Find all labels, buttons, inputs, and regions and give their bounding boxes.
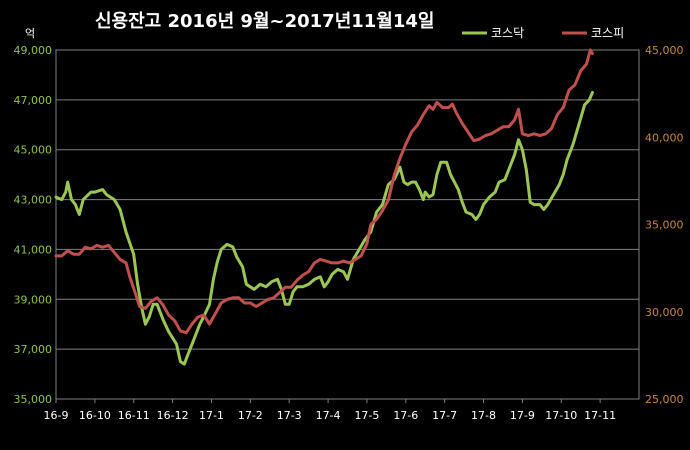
legend-label-kospi: 코스피 bbox=[591, 26, 624, 40]
left-tick-label: 49,000 bbox=[14, 44, 53, 57]
x-tick-label: 17-1 bbox=[199, 409, 224, 422]
x-tick-label: 16-12 bbox=[157, 409, 189, 422]
left-tick-label: 37,000 bbox=[14, 343, 53, 356]
x-tick-label: 17-4 bbox=[316, 409, 341, 422]
x-tick-label: 16-10 bbox=[79, 409, 111, 422]
right-tick-label: 40,000 bbox=[645, 131, 684, 144]
x-tick-label: 16-11 bbox=[118, 409, 150, 422]
left-axis-ticks: 35,000 37,000 39,000 41,000 43,000 45,000 47,0… bbox=[14, 44, 53, 406]
left-tick-label: 43,000 bbox=[14, 194, 53, 207]
left-tick-label: 41,000 bbox=[14, 243, 53, 256]
x-tick-label: 17-11 bbox=[584, 409, 616, 422]
x-tick-label: 17-6 bbox=[393, 409, 418, 422]
left-tick-label: 47,000 bbox=[14, 94, 53, 107]
right-tick-label: 45,000 bbox=[645, 44, 684, 57]
x-tick-label: 17-5 bbox=[354, 409, 379, 422]
right-tick-label: 25,000 bbox=[645, 393, 684, 406]
left-tick-label: 45,000 bbox=[14, 144, 53, 157]
legend: 코스닥 코스피 bbox=[462, 26, 624, 40]
series-line-kospi bbox=[54, 48, 594, 335]
legend-label-kosdaq: 코스닥 bbox=[491, 26, 524, 40]
left-tick-label: 35,000 bbox=[14, 393, 53, 406]
x-tick-label: 17-3 bbox=[277, 409, 302, 422]
x-tick-label: 17-2 bbox=[238, 409, 263, 422]
chart-title: 신용잔고 2016년 9월~2017년11월14일 bbox=[95, 11, 434, 32]
right-tick-label: 30,000 bbox=[645, 306, 684, 319]
left-tick-label: 39,000 bbox=[14, 293, 53, 306]
x-tick-label: 17-7 bbox=[432, 409, 457, 422]
unit-label: 억 bbox=[25, 27, 35, 40]
x-axis-ticks: 16-9 16-10 16-11 16-12 17-1 17-2 17-3 17-4 17-5 1… bbox=[44, 399, 616, 422]
x-tick-label: 16-9 bbox=[44, 409, 69, 422]
right-axis-ticks: 25,000 30,000 35,000 40,000 45,000 bbox=[645, 44, 684, 406]
right-tick-label: 35,000 bbox=[645, 219, 684, 232]
series-line-kosdaq bbox=[54, 90, 594, 366]
x-tick-label: 17-8 bbox=[471, 409, 496, 422]
series-lines bbox=[54, 48, 594, 366]
x-tick-label: 17-10 bbox=[545, 409, 577, 422]
plot-area bbox=[55, 49, 640, 400]
x-tick-label: 17-9 bbox=[510, 409, 535, 422]
